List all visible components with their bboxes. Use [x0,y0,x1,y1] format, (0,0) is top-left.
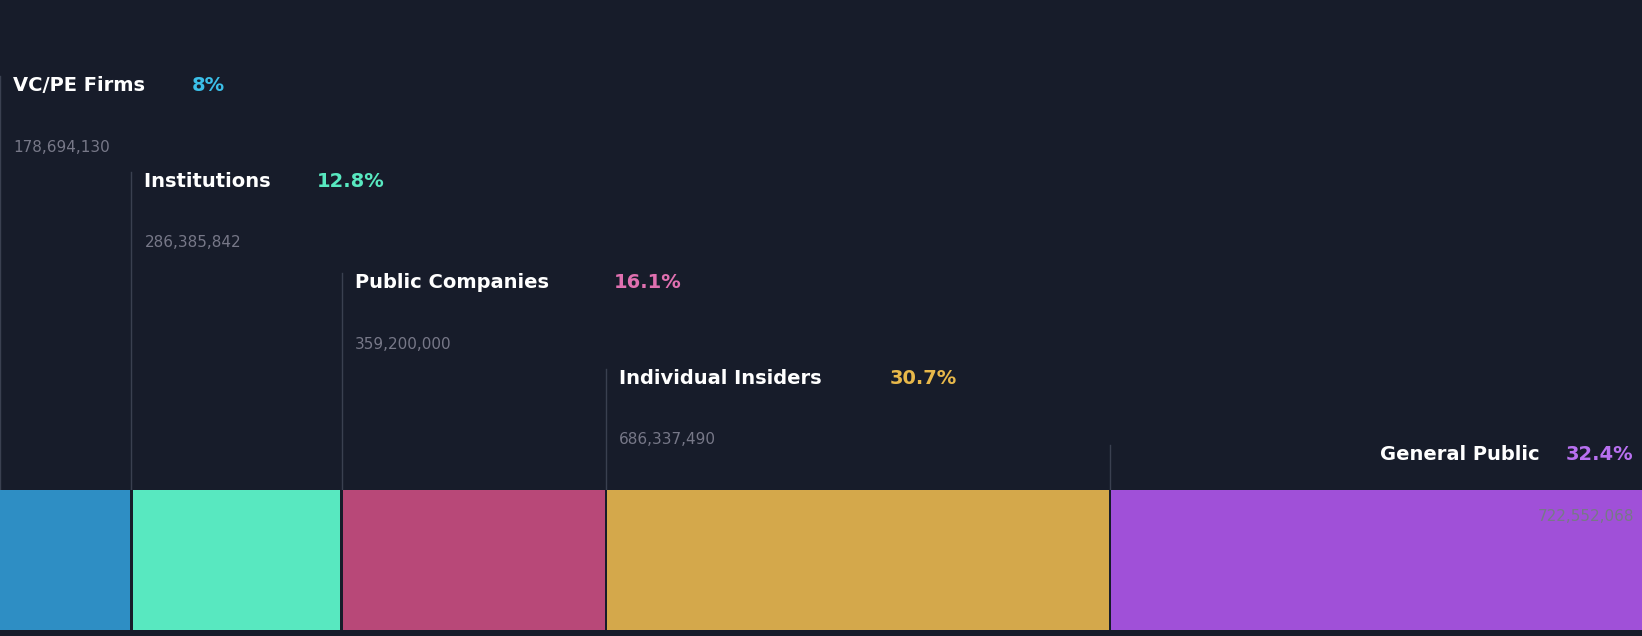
Text: 8%: 8% [192,76,225,95]
Text: VC/PE Firms: VC/PE Firms [13,76,153,95]
Text: Individual Insiders: Individual Insiders [619,369,829,388]
Text: 32.4%: 32.4% [1566,445,1634,464]
Bar [0,490,131,630]
Bar [131,490,342,630]
Text: 686,337,490: 686,337,490 [619,432,716,448]
Text: 286,385,842: 286,385,842 [144,235,241,251]
Text: 16.1%: 16.1% [614,273,681,293]
Text: 722,552,068: 722,552,068 [1537,509,1634,524]
Text: 359,200,000: 359,200,000 [355,337,452,352]
Bar [606,490,1110,630]
Text: Institutions: Institutions [144,172,277,191]
Text: 178,694,130: 178,694,130 [13,140,110,155]
Text: General Public: General Public [1381,445,1547,464]
Bar [1108,490,1112,630]
Bar [1110,490,1642,630]
Text: 30.7%: 30.7% [890,369,956,388]
Text: 12.8%: 12.8% [317,172,384,191]
Bar [340,490,343,630]
Bar [342,490,606,630]
Text: Public Companies: Public Companies [355,273,555,293]
Bar [604,490,608,630]
Bar [130,490,133,630]
